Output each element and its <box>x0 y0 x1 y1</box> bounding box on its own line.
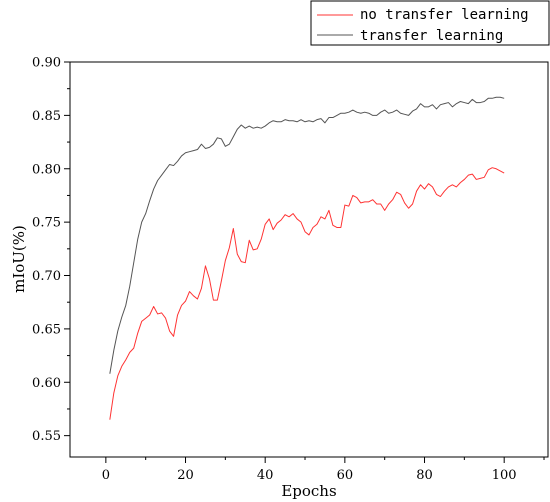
x-tick-label: 40 <box>257 468 274 483</box>
legend-label-no-transfer: no transfer learning <box>360 7 529 23</box>
series-line-transfer-learning <box>109 96 505 374</box>
legend-label-transfer: transfer learning <box>360 28 503 44</box>
y-tick-label: 0.60 <box>32 376 61 391</box>
x-tick-label: 80 <box>416 468 433 483</box>
y-tick-label: 0.70 <box>32 269 61 284</box>
x-tick-label: 20 <box>177 468 194 483</box>
y-axis: 0.55 0.60 0.65 0.70 0.75 0.80 0.85 0.90 <box>32 56 70 444</box>
y-tick-label: 0.85 <box>32 109 61 124</box>
y-tick-label: 0.90 <box>32 56 61 71</box>
x-tick-label: 100 <box>492 468 517 483</box>
series-lines <box>109 96 505 420</box>
y-tick-label: 0.75 <box>32 216 61 231</box>
series-line-no-transfer-learning <box>109 167 505 420</box>
y-tick-label: 0.55 <box>32 429 61 444</box>
x-axis: 0 20 40 60 80 100 <box>102 457 545 483</box>
x-tick-label: 0 <box>102 468 110 483</box>
y-tick-label: 0.80 <box>32 162 61 177</box>
plot-area-frame <box>69 61 549 458</box>
legend-box <box>310 0 550 46</box>
legend: no transfer learning transfer learning <box>310 0 550 46</box>
y-axis-title: mIoU(%) <box>10 225 28 293</box>
y-tick-label: 0.65 <box>32 322 61 337</box>
x-tick-label: 60 <box>337 468 354 483</box>
x-axis-title: Epochs <box>281 482 336 500</box>
